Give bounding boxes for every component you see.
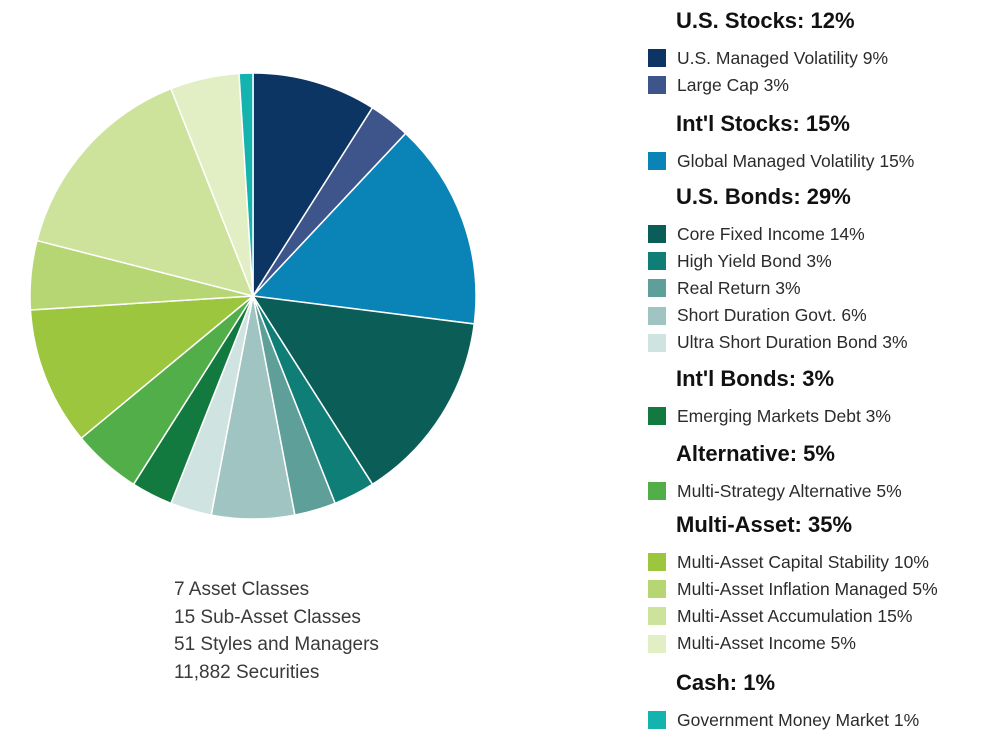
- legend-group-title-cash: Cash: 1%: [676, 670, 776, 695]
- legend-item: Emerging Markets Debt 3%: [648, 406, 891, 426]
- pie-slice: [251, 132, 477, 325]
- legend-item: Multi-Strategy Alternative 5%: [648, 481, 902, 501]
- legend-swatch: [648, 711, 666, 729]
- legend-item: Large Cap 3%: [648, 75, 789, 95]
- legend-label: Multi-Strategy Alternative 5%: [677, 480, 902, 501]
- legend-label: Real Return 3%: [677, 277, 801, 298]
- legend-item: Real Return 3%: [648, 278, 801, 298]
- stat-styles-managers: 51 Styles and Managers: [174, 634, 379, 655]
- legend-label: Multi-Asset Capital Stability 10%: [677, 551, 929, 572]
- legend-swatch: [648, 607, 666, 626]
- legend-swatch: [648, 49, 666, 67]
- legend-item: Government Money Market 1%: [648, 710, 919, 730]
- legend-item: Multi-Asset Accumulation 15%: [648, 606, 912, 626]
- legend-item: Ultra Short Duration Bond 3%: [648, 332, 908, 353]
- legend-swatch: [648, 580, 666, 599]
- pie-slice: [238, 72, 254, 297]
- legend-label: Multi-Asset Accumulation 15%: [677, 605, 913, 626]
- legend-item: Global Managed Volatility 15%: [648, 151, 914, 171]
- legend-item: Short Duration Govt. 6%: [648, 305, 867, 326]
- pie-slice: [29, 295, 256, 440]
- pie-slice: [251, 295, 476, 486]
- legend-item: Multi-Asset Inflation Managed 5%: [648, 579, 938, 599]
- legend-swatch: [648, 252, 666, 271]
- legend-label: Emerging Markets Debt 3%: [677, 405, 891, 426]
- legend-swatch: [648, 306, 666, 325]
- pie-chart: [29, 72, 477, 520]
- stat-asset-classes: 7 Asset Classes: [174, 579, 310, 600]
- legend-swatch: [648, 76, 666, 95]
- legend-swatch: [648, 482, 666, 500]
- legend-group-title-u-s-bonds: U.S. Bonds: 29%: [676, 184, 851, 209]
- legend-swatch: [648, 279, 666, 298]
- legend-item: Multi-Asset Income 5%: [648, 633, 856, 654]
- legend-item: High Yield Bond 3%: [648, 251, 832, 271]
- legend-item: U.S. Managed Volatility 9%: [648, 48, 888, 68]
- legend-item: Core Fixed Income 14%: [648, 224, 865, 244]
- legend-label: Short Duration Govt. 6%: [677, 305, 867, 326]
- legend-group-title-int-l-stocks: Int'l Stocks: 15%: [676, 111, 850, 136]
- stat-sub-asset-classes: 15 Sub-Asset Classes: [174, 606, 361, 628]
- legend-group-title-u-s-stocks: U.S. Stocks: 12%: [676, 8, 855, 33]
- stat-securities: 11,882 Securities: [174, 661, 320, 683]
- legend-swatch: [648, 634, 666, 653]
- legend-label: U.S. Managed Volatility 9%: [677, 47, 889, 68]
- legend-label: Ultra Short Duration Bond 3%: [677, 332, 908, 353]
- pie-slice: [36, 87, 255, 298]
- legend-group-title-alternative: Alternative: 5%: [676, 441, 835, 466]
- legend-swatch: [648, 333, 666, 352]
- legend-label: Multi-Asset Income 5%: [677, 633, 856, 654]
- legend-label: Government Money Market 1%: [677, 709, 920, 730]
- legend-item: Multi-Asset Capital Stability 10%: [648, 552, 929, 572]
- legend-group-title-multi-asset: Multi-Asset: 35%: [676, 512, 853, 537]
- portfolio-stats: 7 Asset Classes 15 Sub-Asset Classes 51 …: [174, 576, 379, 686]
- legend-label: Large Cap 3%: [677, 74, 789, 95]
- legend-swatch: [648, 152, 666, 170]
- legend-swatch: [648, 407, 666, 425]
- legend-label: High Yield Bond 3%: [677, 250, 832, 271]
- legend-label: Core Fixed Income 14%: [677, 223, 865, 244]
- legend-swatch: [648, 553, 666, 571]
- legend-label: Global Managed Volatility 15%: [677, 150, 915, 171]
- pie-slice: [252, 72, 374, 299]
- legend-group-title-int-l-bonds: Int'l Bonds: 3%: [676, 366, 835, 391]
- legend-label: Multi-Asset Inflation Managed 5%: [677, 578, 938, 599]
- legend-swatch: [648, 225, 666, 243]
